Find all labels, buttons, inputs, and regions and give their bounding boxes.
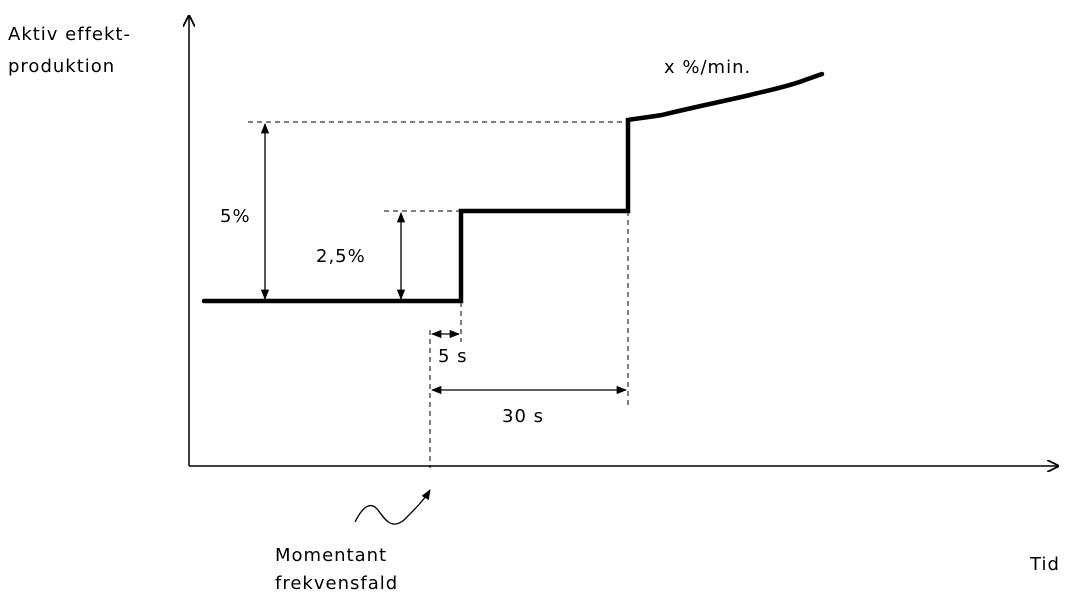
delay-long-label: 30 s	[502, 406, 544, 427]
event-label-line2: frekvensfald	[275, 573, 398, 594]
y-axis-label-line1: Aktiv effekt-	[8, 24, 131, 45]
y-axis-label-line2: produktion	[8, 56, 115, 77]
ramp-label: x %/min.	[664, 57, 751, 78]
delay-short-label: 5 s	[438, 346, 468, 367]
step-small-label: 2,5%	[316, 246, 366, 267]
event-pointer-squiggle	[354, 489, 431, 525]
x-axis-label: Tid	[1029, 554, 1060, 575]
event-label-line1: Momentant	[275, 545, 387, 566]
step-large-label: 5%	[220, 206, 251, 227]
power-response-curve	[201, 71, 825, 304]
